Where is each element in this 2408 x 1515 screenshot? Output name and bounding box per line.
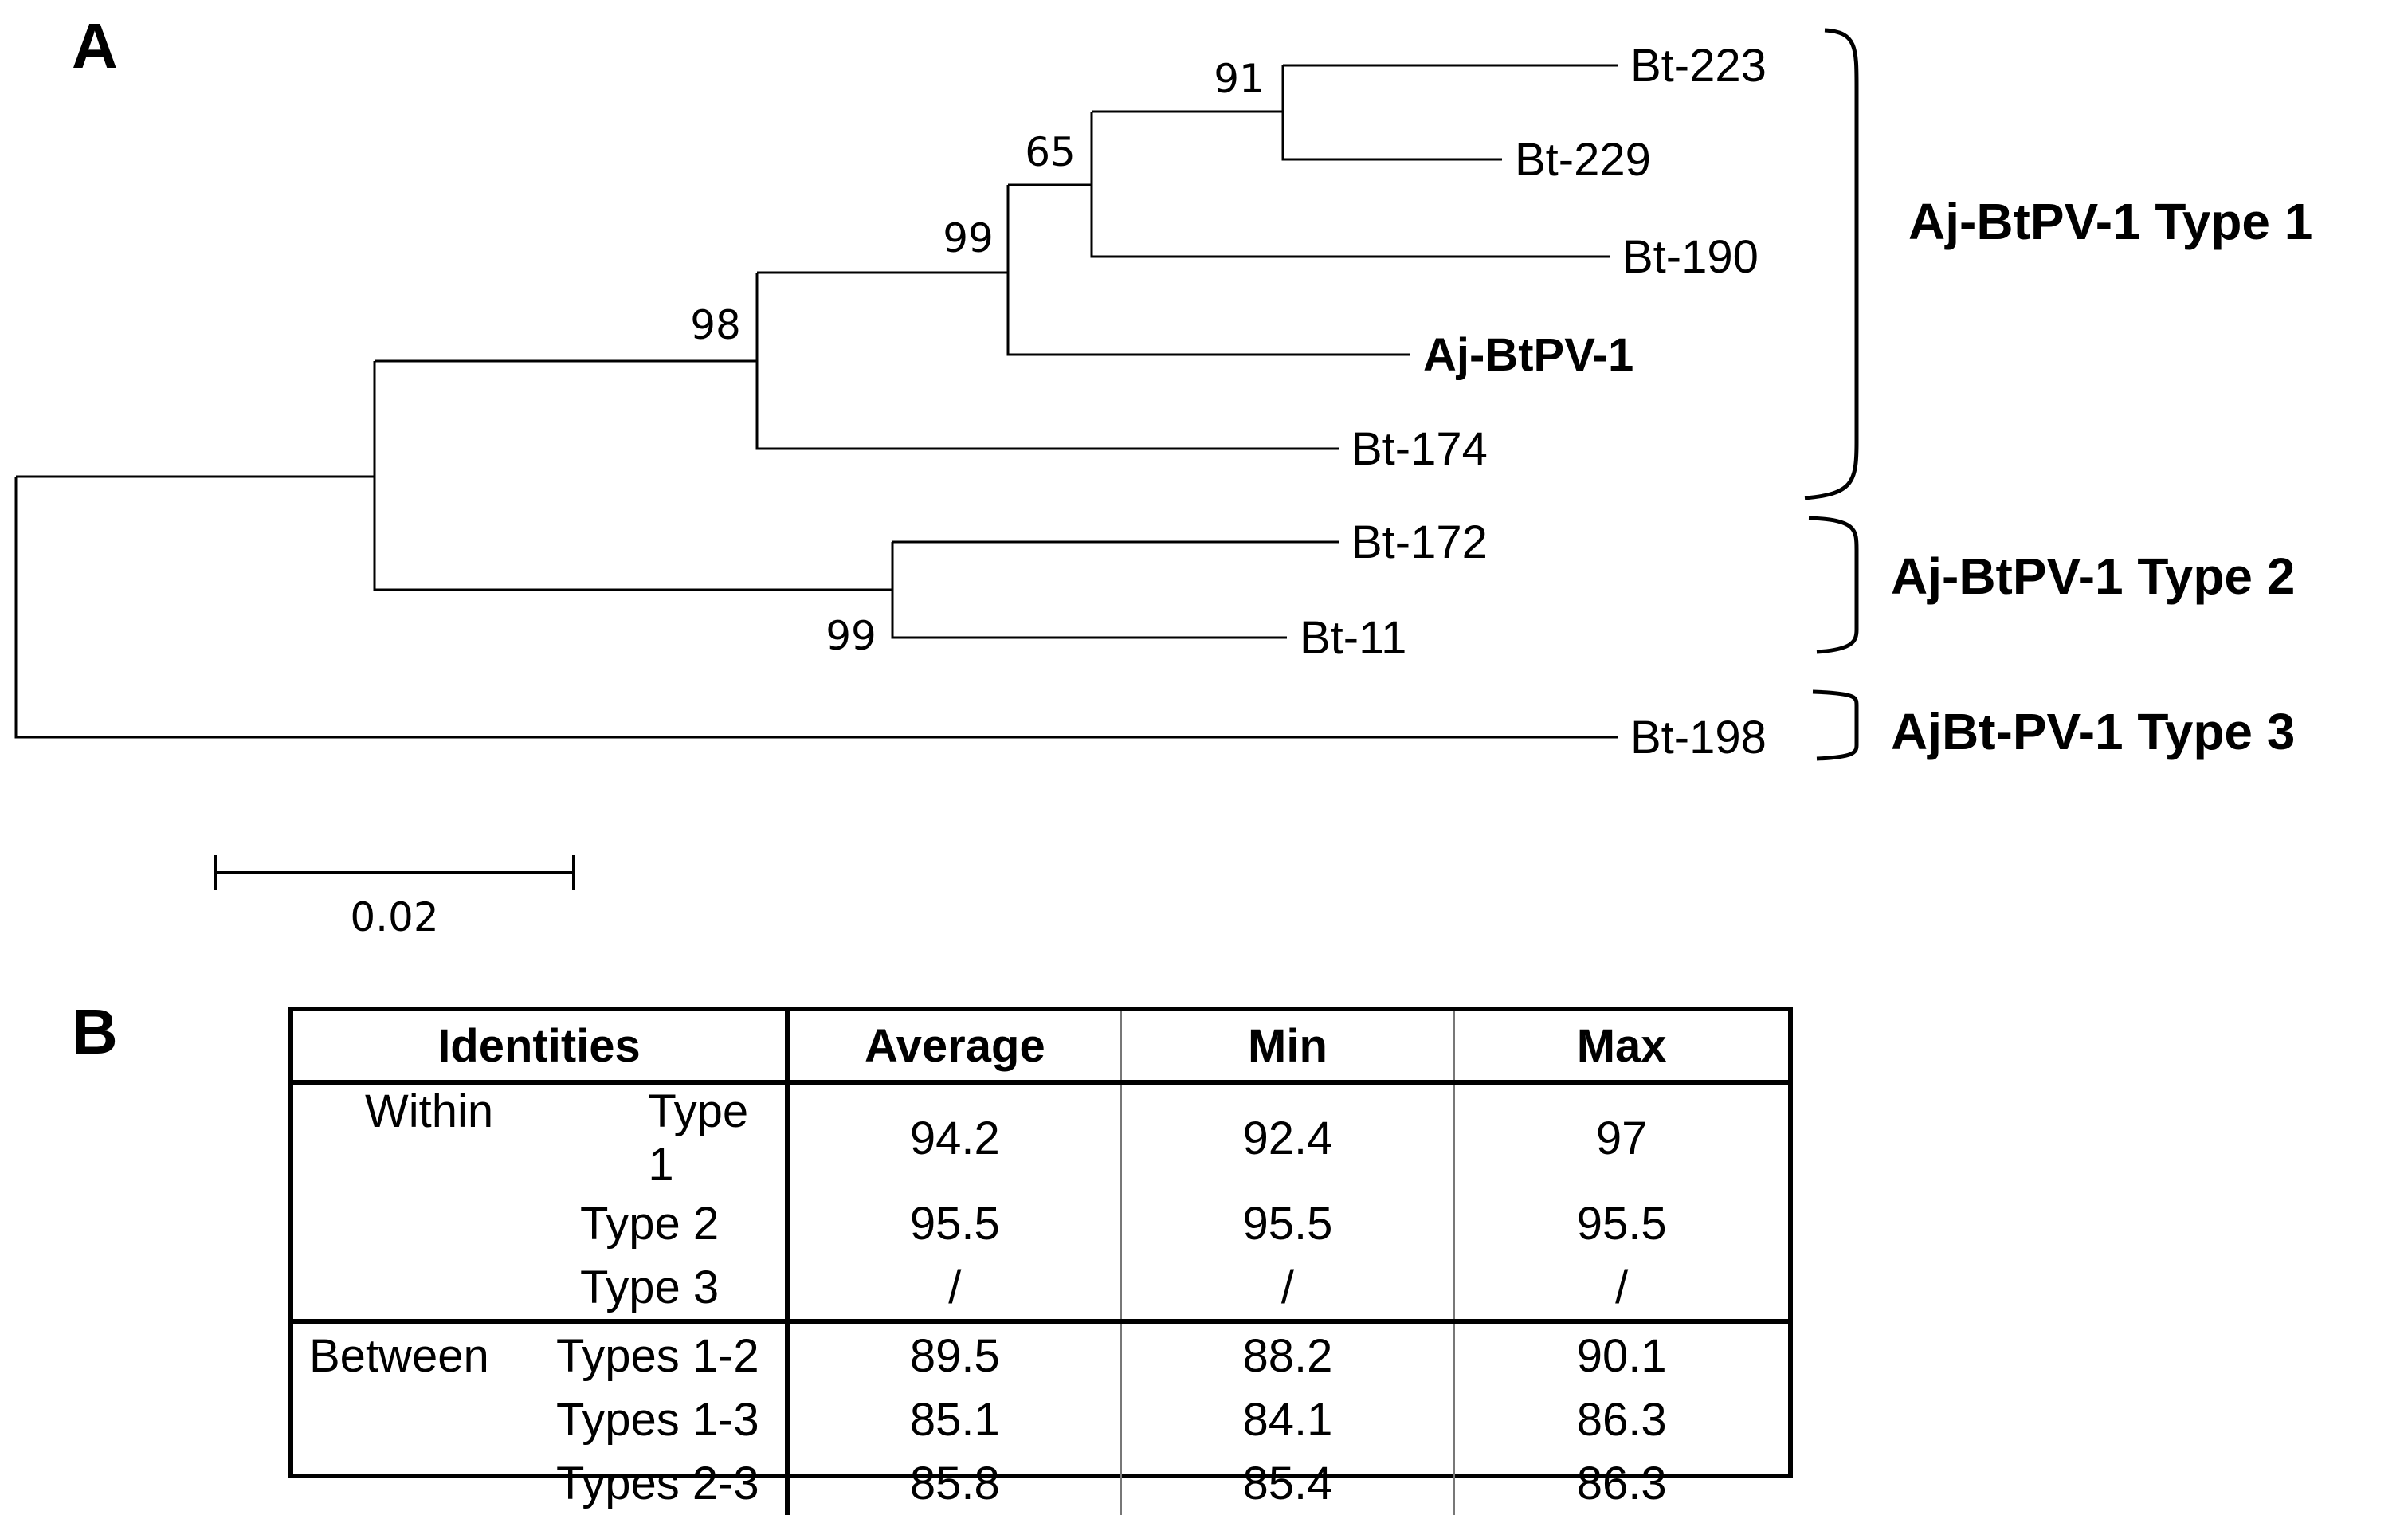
bootstrap-labels: 91 65 99 98 99	[690, 56, 1265, 659]
min-cell: 92.4	[1120, 1082, 1456, 1191]
table-row: Types 2-3 85.8 85.4 86.3	[293, 1451, 1788, 1515]
type-label: Types 2-3	[556, 1457, 759, 1509]
max-cell: 86.3	[1576, 1393, 1667, 1446]
tree-branch-4	[891, 540, 1339, 639]
row-label-cell: Type 3	[293, 1255, 790, 1321]
leaf-label-ajbtpv1: Aj-BtPV-1	[1423, 329, 1633, 381]
header-identities: Identities	[293, 1011, 790, 1085]
row-label-cell: Between Types 1-2	[293, 1319, 790, 1387]
row-label-cell: Types 2-3	[293, 1451, 790, 1515]
bootstrap-value-2: 99	[943, 215, 994, 261]
leaf-label-bt198: Bt-198	[1630, 712, 1767, 763]
average-cell: 94.2	[787, 1082, 1122, 1191]
table-row: Type 3 / / /	[293, 1255, 1788, 1321]
leaf-labels: Bt-223 Bt-229 Bt-190 Aj-BtPV-1 Bt-174 Bt-172 B…	[1300, 40, 1767, 763]
panel-a-letter: A	[72, 10, 118, 81]
min-cell: /	[1120, 1255, 1456, 1321]
tree-branch-3	[755, 271, 1339, 450]
scale-bar-label: 0.02	[350, 894, 438, 940]
clade-brackets: Aj-BtPV-1 Type 1 Aj-BtPV-1 Type 2 AjBt-PV-…	[1804, 28, 2312, 761]
clade-bracket-2	[1808, 516, 1859, 654]
tree-branch-5	[373, 359, 892, 591]
average-cell: 85.8	[787, 1451, 1122, 1515]
tree-branch-0	[1281, 64, 1618, 161]
min-cell: 88.2	[1120, 1319, 1456, 1387]
clade-label-3: AjBt-PV-1 Type 3	[1891, 703, 2295, 760]
type-label: Type 3	[580, 1261, 720, 1313]
max-cell: 86.3	[1576, 1457, 1667, 1509]
leaf-label-bt172: Bt-172	[1351, 516, 1488, 568]
max-cell: 97	[1595, 1112, 1648, 1164]
average-cell: 85.1	[787, 1387, 1122, 1451]
leaf-label-bt229: Bt-229	[1515, 134, 1651, 186]
clade-label-2: Aj-BtPV-1 Type 2	[1891, 548, 2295, 605]
tree-branch-2	[1006, 183, 1410, 356]
max-cell: 95.5	[1576, 1197, 1667, 1250]
average-cell: 89.5	[787, 1319, 1122, 1387]
type-label: Type 1	[648, 1085, 749, 1191]
leaf-label-bt223: Bt-223	[1630, 40, 1767, 92]
type-label: Types 1-3	[556, 1393, 759, 1446]
clade-bracket-1	[1804, 28, 1859, 500]
row-label-cell: Types 1-3	[293, 1387, 790, 1451]
min-cell: 85.4	[1120, 1451, 1456, 1515]
table-row: Types 1-3 85.1 84.1 86.3	[293, 1387, 1788, 1451]
panel-b-letter: B	[72, 996, 118, 1067]
tree-branch-6	[14, 475, 1618, 739]
table-row: Within Type 1 94.2 92.4 97	[293, 1082, 1788, 1191]
type-label: Type 2	[580, 1197, 720, 1250]
table-row: Between Types 1-2 89.5 88.2 90.1	[293, 1319, 1788, 1387]
min-cell: 95.5	[1120, 1191, 1456, 1255]
group-label-between: Between	[309, 1329, 489, 1382]
type-label: Types 1-2	[556, 1329, 759, 1382]
identities-table: Identities Average Min Max Within Type 1…	[288, 1007, 1793, 1515]
bootstrap-value-1: 65	[1025, 129, 1076, 175]
average-cell: /	[787, 1255, 1122, 1321]
leaf-label-bt174: Bt-174	[1351, 423, 1488, 475]
row-label-cell: Type 2	[293, 1191, 790, 1255]
max-cell: 90.1	[1454, 1319, 1788, 1387]
group-label-within: Within	[365, 1085, 494, 1137]
row-label-cell: Within Type 1	[293, 1082, 790, 1191]
scale-bar: 0.02	[214, 855, 575, 940]
bootstrap-value-3: 98	[690, 302, 741, 348]
header-max: Max	[1454, 1011, 1788, 1085]
header-average: Average	[787, 1011, 1122, 1085]
tree-branch-1	[1090, 110, 1610, 258]
table-row: Type 2 95.5 95.5 95.5	[293, 1191, 1788, 1255]
leaf-label-bt190: Bt-190	[1622, 231, 1759, 283]
clade-label-1: Aj-BtPV-1 Type 1	[1908, 193, 2312, 250]
header-min: Min	[1120, 1011, 1456, 1085]
leaf-label-bt11: Bt-11	[1300, 612, 1406, 664]
min-cell: 84.1	[1120, 1387, 1456, 1451]
clade-bracket-3	[1812, 689, 1859, 761]
average-cell: 95.5	[787, 1191, 1122, 1255]
max-cell: /	[1615, 1261, 1629, 1313]
tree-branches	[14, 64, 1618, 739]
bootstrap-value-4: 99	[826, 613, 877, 659]
bootstrap-value-0: 91	[1214, 56, 1265, 102]
